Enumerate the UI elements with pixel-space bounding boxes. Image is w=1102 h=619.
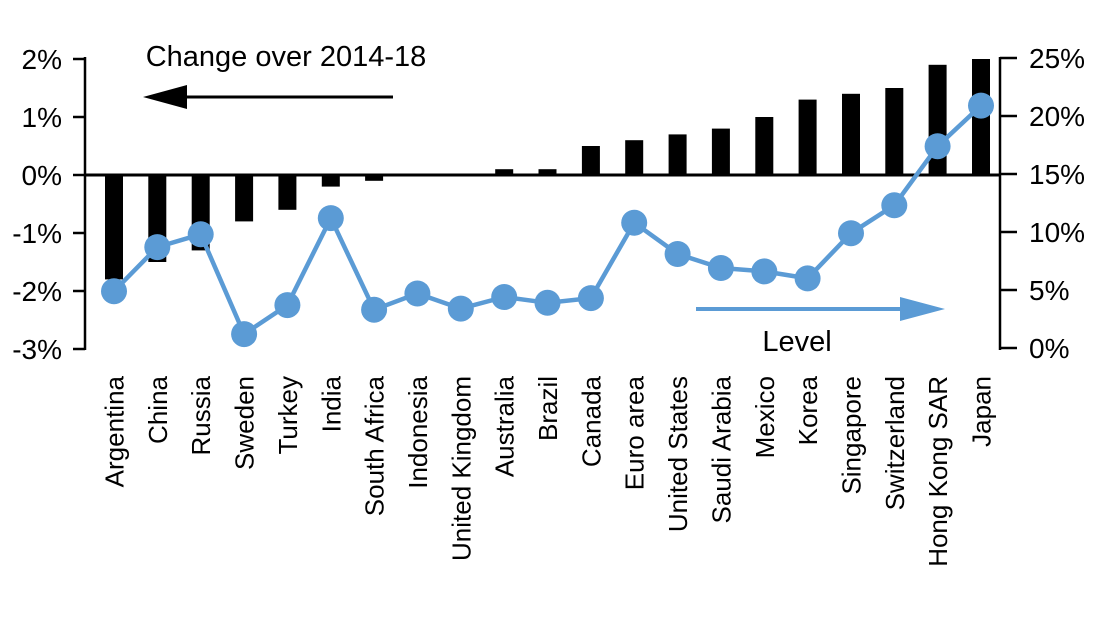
category-label-korea: Korea	[793, 375, 823, 445]
category-label-hong-kong-sar: Hong Kong SAR	[923, 376, 953, 567]
marker-united-states	[664, 241, 691, 267]
marker-switzerland	[881, 192, 908, 219]
marker-singapore	[838, 220, 864, 247]
marker-south-africa	[361, 296, 388, 323]
bar-canada	[581, 146, 600, 175]
category-label-euro-area: Euro area	[620, 375, 650, 490]
category-label-australia: Australia	[490, 375, 520, 477]
bar-switzerland	[885, 88, 904, 175]
marker-russia	[187, 221, 214, 248]
marker-china	[144, 234, 171, 261]
left-axis-label-1: -1%	[12, 218, 62, 249]
marker-brazil	[534, 289, 561, 316]
right-axis-label-5: 5%	[1029, 275, 1069, 306]
category-label-indonesia: Indonesia	[403, 375, 433, 488]
left-axis-label-3: -3%	[12, 334, 62, 365]
axes: 2% 1% 0% -1% -2% -3% 25% 20% 15% 10% 5% 0%	[12, 43, 1085, 365]
bar-singapore	[842, 93, 860, 175]
left-axis-label-2: -2%	[12, 276, 62, 307]
marker-australia	[491, 284, 518, 310]
category-label-india: India	[316, 375, 346, 432]
left-arrow-icon	[143, 85, 393, 109]
right-axis-label-0: 0%	[1029, 333, 1069, 364]
bar-korea	[798, 99, 817, 175]
category-label-argentina: Argentina	[100, 375, 130, 487]
category-label-japan: Japan	[967, 376, 997, 447]
marker-argentina	[101, 278, 127, 305]
bar-series-annotation-label: Change over 2014-18	[146, 41, 427, 73]
marker-india	[317, 205, 344, 232]
category-label-mexico: Mexico	[750, 376, 780, 458]
bar-south-africa	[365, 175, 384, 181]
left-axis-label-0: 0%	[22, 160, 62, 191]
marker-euro-area	[621, 209, 648, 236]
bar-turkey	[278, 175, 297, 210]
marker-hong-kong-sar	[924, 133, 951, 160]
marker-canada	[577, 285, 604, 312]
right-axis-label-10: 10%	[1029, 217, 1085, 248]
bar-india	[321, 175, 340, 187]
category-label-sweden: Sweden	[230, 376, 260, 470]
category-label-saudi-arabia: Saudi Arabia	[706, 375, 736, 523]
category-label-united-states: United States	[663, 376, 693, 532]
bar-euro-area	[625, 140, 644, 175]
category-label-switzerland: Switzerland	[880, 376, 910, 510]
line-series-annotation-label: Level	[762, 326, 831, 358]
category-label-brazil: Brazil	[533, 376, 563, 441]
bar-united-states	[668, 134, 687, 175]
bar-australia	[495, 169, 514, 175]
left-axis-label-2: 2%	[22, 44, 62, 75]
right-axis-label-15: 15%	[1029, 159, 1085, 190]
marker-united-kingdom	[447, 295, 474, 322]
bar-sweden	[235, 175, 254, 222]
left-axis-label-1: 1%	[22, 102, 62, 133]
marker-japan	[968, 92, 994, 119]
right-axis-label-20: 20%	[1029, 101, 1085, 132]
bar-brazil	[538, 169, 557, 175]
line-series	[101, 92, 994, 348]
bar-argentina	[105, 175, 123, 280]
category-label-united-kingdom: United Kingdom	[446, 376, 476, 561]
category-label-singapore: Singapore	[836, 376, 866, 495]
marker-turkey	[274, 292, 301, 319]
category-label-turkey: Turkey	[273, 376, 303, 455]
marker-indonesia	[404, 280, 431, 307]
category-label-russia: Russia	[186, 375, 216, 455]
category-axis-labels: Argentina China Russia Sweden Turkey India Sou…	[100, 375, 997, 566]
bar-mexico	[755, 117, 774, 175]
right-axis-label-25: 25%	[1029, 43, 1085, 74]
category-label-south-africa: South Africa	[360, 375, 390, 516]
line-series-annotation-group: Level	[696, 297, 945, 358]
category-label-china: China	[143, 375, 173, 443]
marker-sweden	[231, 321, 258, 348]
bar-series	[105, 59, 990, 280]
bar-saudi-arabia	[711, 128, 730, 175]
bar-series-annotation-group: Change over 2014-18	[143, 41, 426, 109]
marker-mexico	[751, 258, 778, 285]
marker-korea	[794, 265, 821, 292]
marker-saudi-arabia	[707, 255, 734, 281]
right-arrow-icon	[696, 297, 945, 321]
category-label-canada: Canada	[576, 375, 606, 467]
